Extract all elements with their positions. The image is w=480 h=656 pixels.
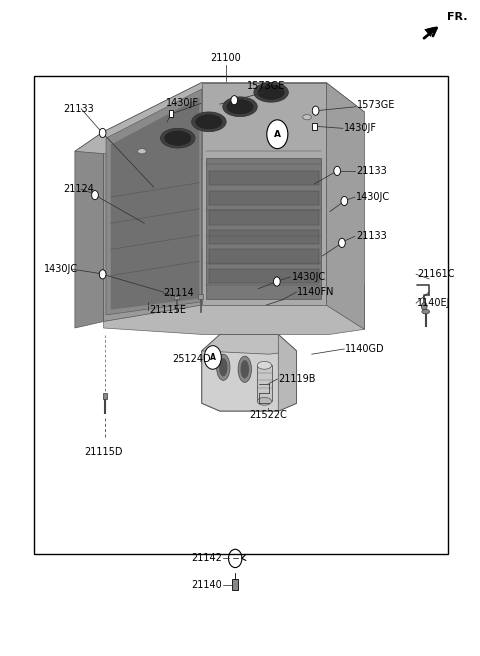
Text: 1573GE: 1573GE — [247, 81, 286, 91]
Polygon shape — [209, 230, 319, 244]
Polygon shape — [209, 269, 319, 283]
Polygon shape — [209, 249, 319, 264]
Circle shape — [204, 346, 221, 369]
Text: 21114: 21114 — [163, 287, 194, 298]
Text: 1430JC: 1430JC — [356, 192, 390, 202]
Ellipse shape — [138, 149, 146, 154]
Bar — [174, 294, 179, 298]
Text: 1430JC: 1430JC — [44, 264, 78, 274]
Circle shape — [99, 129, 106, 138]
Polygon shape — [75, 83, 364, 159]
Bar — [198, 294, 203, 298]
Polygon shape — [206, 158, 322, 298]
Bar — [232, 579, 238, 590]
Bar — [312, 123, 317, 130]
Text: 1430JF: 1430JF — [166, 98, 199, 108]
Polygon shape — [111, 98, 199, 310]
Bar — [103, 394, 108, 399]
Polygon shape — [209, 210, 319, 224]
Ellipse shape — [240, 360, 249, 379]
Polygon shape — [104, 249, 364, 335]
Circle shape — [334, 167, 340, 175]
Circle shape — [312, 106, 319, 115]
Text: 1140FN: 1140FN — [298, 287, 335, 297]
Polygon shape — [278, 335, 297, 411]
Text: A: A — [210, 353, 216, 362]
Text: 21522C: 21522C — [249, 410, 287, 420]
Circle shape — [341, 196, 348, 205]
Ellipse shape — [216, 354, 230, 380]
Ellipse shape — [227, 100, 253, 114]
Ellipse shape — [257, 361, 272, 369]
Polygon shape — [202, 335, 297, 354]
Text: 25124D: 25124D — [173, 354, 211, 364]
Ellipse shape — [257, 398, 272, 405]
Circle shape — [338, 238, 345, 247]
Text: 21115E: 21115E — [149, 304, 186, 315]
Bar — [34, 76, 448, 554]
Text: 21119B: 21119B — [278, 374, 316, 384]
Ellipse shape — [223, 97, 257, 117]
Ellipse shape — [254, 83, 288, 102]
Text: 21161C: 21161C — [417, 270, 455, 279]
Circle shape — [231, 96, 238, 105]
Bar — [257, 365, 272, 401]
Polygon shape — [202, 83, 326, 305]
Text: 1430JF: 1430JF — [344, 123, 377, 133]
Polygon shape — [209, 190, 319, 205]
Ellipse shape — [192, 112, 226, 132]
Text: 1573GE: 1573GE — [357, 100, 396, 110]
Ellipse shape — [303, 115, 312, 120]
Ellipse shape — [165, 131, 191, 146]
Ellipse shape — [219, 358, 228, 377]
Circle shape — [421, 302, 427, 310]
Polygon shape — [75, 132, 104, 328]
Text: 21100: 21100 — [210, 53, 241, 63]
Text: 21133: 21133 — [63, 104, 94, 113]
Ellipse shape — [238, 356, 252, 382]
Text: 1140EJ: 1140EJ — [417, 298, 451, 308]
Ellipse shape — [160, 129, 195, 148]
Ellipse shape — [422, 310, 430, 314]
Text: 21133: 21133 — [356, 232, 386, 241]
Text: A: A — [274, 130, 281, 138]
Text: FR.: FR. — [447, 12, 467, 22]
Text: 1140GD: 1140GD — [345, 344, 385, 354]
Circle shape — [92, 190, 98, 199]
Text: 21140: 21140 — [192, 580, 222, 590]
Polygon shape — [106, 89, 202, 315]
Bar — [168, 110, 173, 117]
Circle shape — [99, 270, 106, 279]
Ellipse shape — [196, 115, 222, 129]
Polygon shape — [202, 335, 297, 411]
Polygon shape — [209, 171, 319, 185]
Ellipse shape — [258, 85, 284, 100]
Polygon shape — [104, 83, 202, 321]
Text: 21115D: 21115D — [84, 447, 123, 457]
Text: 21142: 21142 — [192, 554, 222, 564]
Text: 21124: 21124 — [63, 184, 94, 194]
Text: 21133: 21133 — [356, 166, 386, 176]
Circle shape — [267, 120, 288, 149]
Text: 1430JC: 1430JC — [292, 272, 326, 282]
Polygon shape — [326, 83, 364, 329]
Circle shape — [274, 277, 280, 286]
